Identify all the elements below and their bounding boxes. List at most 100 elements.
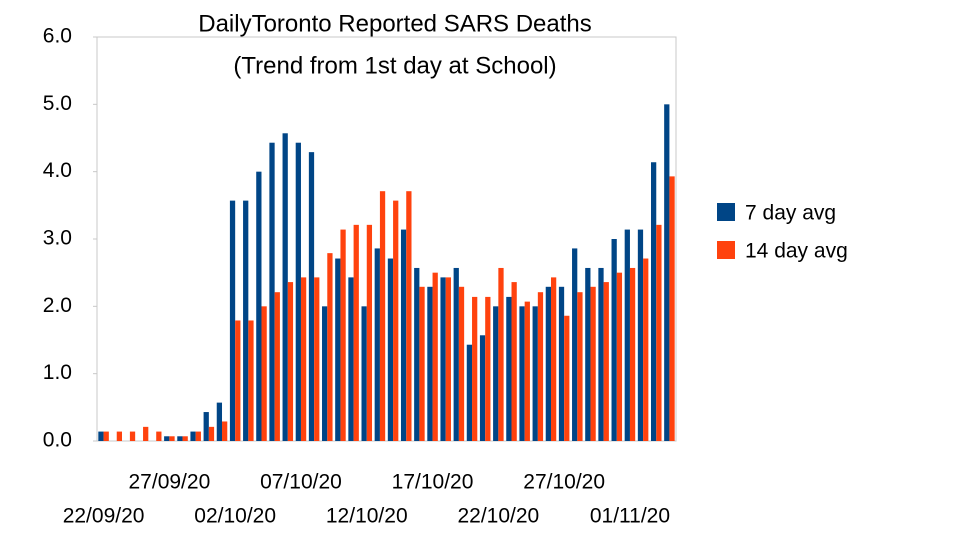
bar bbox=[314, 277, 320, 441]
bar bbox=[498, 267, 504, 441]
bar bbox=[564, 315, 570, 441]
bar bbox=[406, 191, 412, 441]
bar bbox=[340, 229, 346, 441]
bar bbox=[374, 248, 380, 441]
x-tick-label: 22/09/20 bbox=[63, 505, 145, 528]
bar bbox=[485, 296, 491, 441]
bar bbox=[103, 431, 109, 441]
bar bbox=[637, 229, 644, 441]
bar bbox=[598, 267, 604, 441]
bar bbox=[222, 421, 228, 441]
bar bbox=[624, 229, 630, 441]
y-tick-label: 5.0 bbox=[43, 92, 72, 115]
legend-swatch bbox=[717, 241, 735, 259]
bar bbox=[274, 292, 280, 441]
bar bbox=[256, 171, 262, 441]
bar bbox=[379, 191, 386, 441]
bar bbox=[585, 267, 591, 441]
bar bbox=[664, 104, 670, 441]
legend-label: 14 day avg bbox=[745, 240, 848, 263]
bar bbox=[216, 402, 223, 441]
bar bbox=[335, 258, 341, 441]
x-tick-label: 01/11/20 bbox=[590, 505, 670, 528]
bar bbox=[629, 267, 636, 441]
bar bbox=[366, 224, 373, 441]
x-tick-label: 07/10/20 bbox=[260, 471, 342, 494]
bar bbox=[177, 436, 183, 441]
bar bbox=[393, 200, 399, 441]
y-tick-label: 4.0 bbox=[43, 159, 72, 182]
bar bbox=[445, 277, 451, 441]
bar bbox=[116, 431, 123, 441]
bar bbox=[616, 272, 623, 441]
bar bbox=[472, 296, 478, 441]
bar bbox=[419, 286, 425, 441]
y-tick-label: 6.0 bbox=[43, 25, 72, 48]
bar bbox=[195, 431, 201, 441]
bar bbox=[479, 335, 486, 441]
bar bbox=[558, 286, 565, 441]
bar bbox=[295, 142, 301, 442]
bar bbox=[182, 436, 188, 441]
bar bbox=[453, 267, 459, 441]
bar bbox=[493, 306, 499, 441]
bar bbox=[656, 224, 662, 441]
bar bbox=[287, 282, 294, 441]
y-tick-label: 1.0 bbox=[43, 361, 72, 384]
bar bbox=[269, 142, 275, 442]
bar bbox=[603, 282, 609, 441]
x-tick-label: 22/10/20 bbox=[457, 505, 539, 528]
bar bbox=[545, 286, 551, 441]
bar bbox=[669, 176, 675, 441]
bar bbox=[400, 229, 407, 441]
bar bbox=[322, 306, 328, 441]
bar bbox=[611, 239, 617, 441]
bar bbox=[208, 426, 215, 441]
legend-swatch bbox=[717, 203, 735, 221]
bar bbox=[98, 431, 104, 441]
bar bbox=[129, 431, 136, 441]
bar bbox=[248, 320, 254, 441]
bar bbox=[537, 292, 544, 441]
bar bbox=[243, 200, 249, 441]
y-tick-label: 0.0 bbox=[43, 429, 72, 452]
bar bbox=[524, 301, 530, 441]
x-tick-label: 27/09/20 bbox=[129, 471, 211, 494]
bar bbox=[361, 306, 367, 441]
bar bbox=[519, 306, 525, 441]
bar bbox=[156, 431, 162, 441]
bar bbox=[348, 277, 354, 441]
chart-title: DailyToronto Reported SARS Deaths bbox=[198, 10, 592, 37]
bar bbox=[327, 253, 333, 441]
bar bbox=[235, 320, 241, 441]
chart-subtitle: (Trend from 1st day at School) bbox=[233, 52, 556, 79]
bar bbox=[427, 286, 433, 441]
x-tick-label: 17/10/20 bbox=[392, 471, 474, 494]
bar bbox=[590, 286, 596, 441]
bar bbox=[169, 436, 175, 441]
x-tick-label: 12/10/20 bbox=[326, 505, 408, 528]
bar bbox=[414, 267, 420, 441]
y-tick-label: 3.0 bbox=[43, 227, 72, 250]
bar bbox=[577, 292, 583, 441]
bar bbox=[164, 436, 170, 441]
bar bbox=[282, 133, 288, 441]
bar bbox=[650, 162, 657, 442]
bar bbox=[572, 248, 578, 441]
bar bbox=[432, 272, 438, 441]
bar bbox=[308, 152, 315, 441]
bar bbox=[261, 306, 267, 441]
bar bbox=[458, 286, 465, 441]
bar bbox=[143, 426, 149, 441]
bar bbox=[387, 258, 394, 441]
legend-label: 7 day avg bbox=[745, 202, 836, 225]
bar bbox=[532, 306, 538, 441]
bar bbox=[550, 277, 557, 441]
bar bbox=[643, 258, 649, 441]
bar bbox=[440, 277, 446, 441]
x-tick-label: 27/10/20 bbox=[523, 471, 605, 494]
bar bbox=[511, 282, 517, 441]
bar bbox=[353, 224, 359, 441]
